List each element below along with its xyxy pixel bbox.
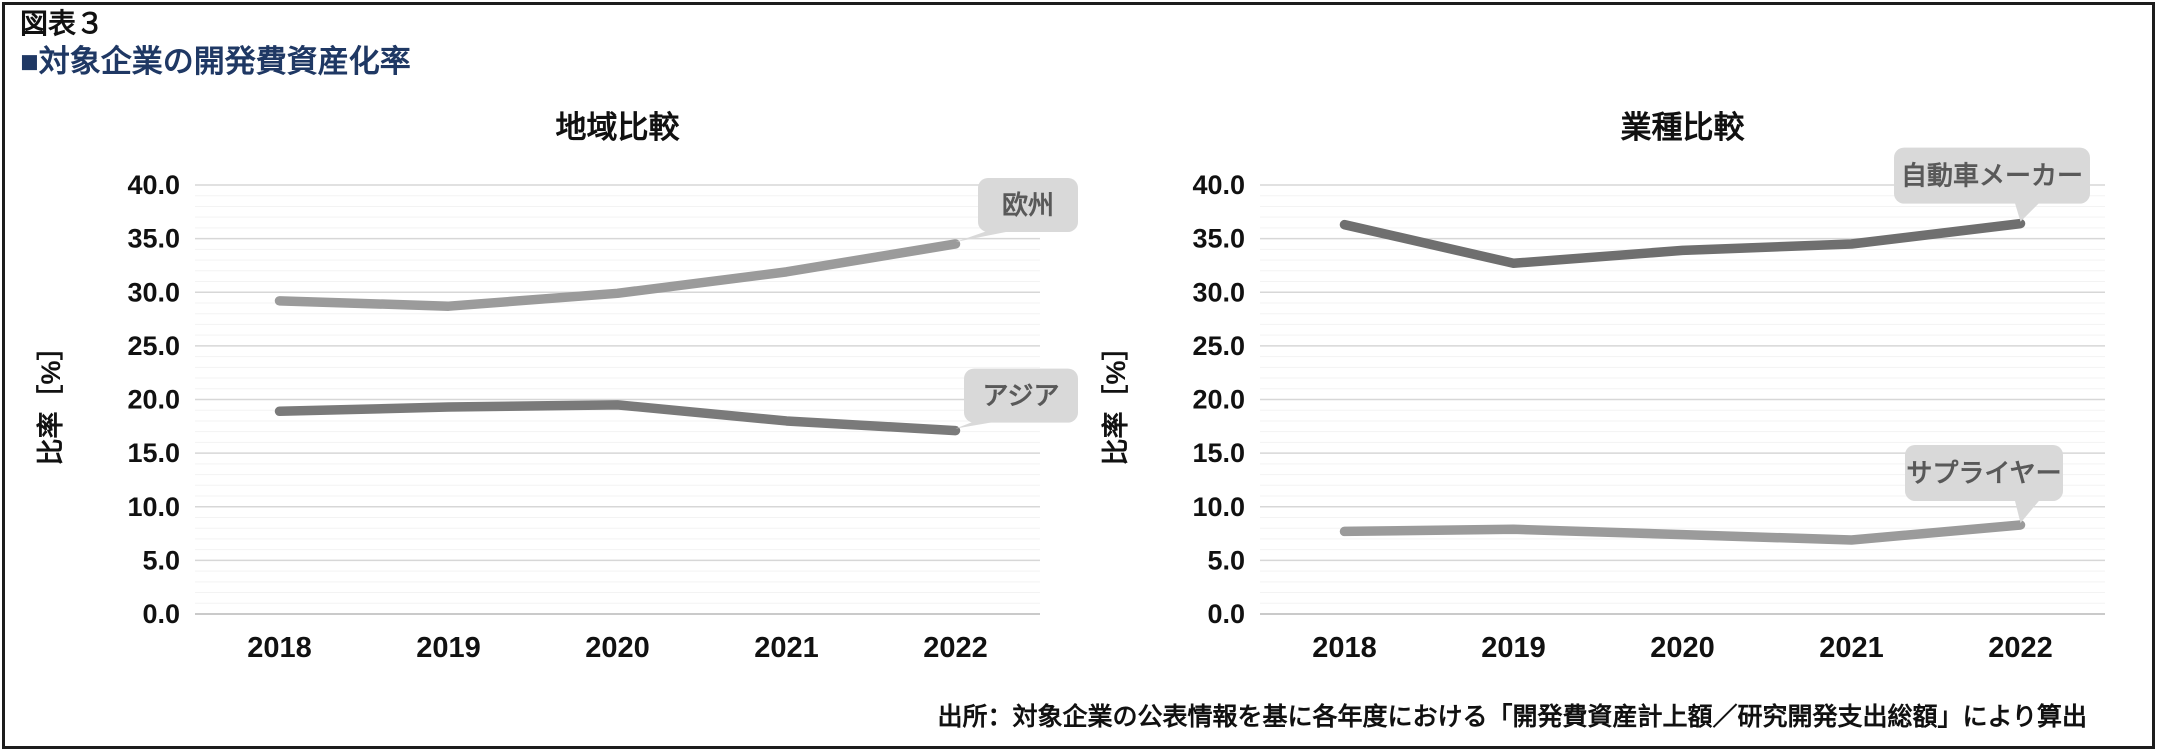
callout-label: アジア	[983, 381, 1060, 411]
figure-title: ■対象企業の開発費資産化率	[20, 44, 411, 80]
callout-tail	[2014, 498, 2041, 523]
series-callout: 自動車メーカー	[1894, 147, 2090, 222]
y-axis-label: 比率［%］	[1100, 333, 1131, 465]
x-tick-label: 2022	[923, 632, 988, 664]
callout-label: サプライヤー	[1906, 458, 2061, 488]
callout-label: 自動車メーカー	[1901, 161, 2083, 191]
y-tick-label: 30.0	[127, 277, 180, 307]
series-callout: 欧州	[955, 177, 1078, 242]
y-tick-label: 40.0	[1192, 170, 1245, 200]
y-tick-label: 15.0	[127, 438, 180, 468]
x-tick-label: 2021	[754, 632, 819, 664]
callout-label: 欧州	[1002, 190, 1054, 220]
x-tick-label: 2021	[1819, 632, 1884, 664]
y-tick-label: 20.0	[1192, 385, 1245, 415]
y-tick-label: 10.0	[127, 492, 180, 522]
y-tick-label: 15.0	[1192, 438, 1245, 468]
figure-label: 図表３	[20, 8, 105, 39]
x-tick-label: 2020	[585, 632, 650, 664]
y-tick-label: 35.0	[1192, 224, 1245, 254]
series-line-1	[1339, 218, 2026, 269]
y-tick-label: 20.0	[127, 385, 180, 415]
x-tick-label: 2019	[1481, 632, 1546, 664]
x-tick-labels: 2018 2019 2020 2021 2022	[247, 632, 988, 664]
series-line-2	[1339, 520, 2026, 545]
y-tick-label: 30.0	[1192, 277, 1245, 307]
callout-box	[978, 177, 1078, 232]
chart-title: 地域比較	[556, 110, 681, 145]
callout-box	[1894, 147, 2090, 204]
y-axis-label: 比率［%］	[35, 333, 66, 465]
y-tick-label: 5.0	[1207, 545, 1245, 575]
y-tick-label: 5.0	[142, 545, 180, 575]
source-note: 出所：対象企業の公表情報を基に各年度における「開発費資産計上額／研究開発支出総額…	[937, 703, 2087, 731]
x-tick-label: 2020	[1650, 632, 1715, 664]
series-callout: アジア	[955, 368, 1078, 429]
y-tick-labels: 0.0 5.0 10.0 15.0 20.0 25.0 30.0 35.0 40.0	[127, 170, 180, 629]
x-tick-label: 2018	[1312, 632, 1377, 664]
y-tick-label: 35.0	[127, 224, 180, 254]
callout-box	[964, 368, 1078, 423]
chart-title: 業種比較	[1621, 110, 1746, 145]
series-line-2	[274, 400, 961, 436]
y-tick-labels: 0.0 5.0 10.0 15.0 20.0 25.0 30.0 35.0 40.0	[1192, 170, 1245, 629]
callout-tail	[955, 229, 1016, 242]
y-tick-label: 10.0	[1192, 492, 1245, 522]
y-tick-label: 25.0	[127, 331, 180, 361]
figure-header: 図表３ ■対象企業の開発費資産化率	[20, 8, 411, 80]
y-tick-label: 0.0	[142, 599, 180, 629]
x-tick-label: 2022	[1988, 632, 2053, 664]
y-tick-label: 25.0	[1192, 331, 1245, 361]
chart-industry-comparison: 0.0 5.0 10.0 15.0 20.0 25.0 30.0 35.0 40.0 2018 20…	[1095, 90, 2157, 690]
y-tick-label: 40.0	[127, 170, 180, 200]
chart-region-comparison: 0.0 5.0 10.0 15.0 20.0 25.0 30.0 35.0 40.0 2018 20…	[30, 90, 1100, 690]
y-tick-label: 0.0	[1207, 599, 1245, 629]
x-tick-label: 2018	[247, 632, 312, 664]
callout-tail	[2014, 201, 2041, 222]
series-callout: サプライヤー	[1905, 444, 2063, 523]
x-tick-label: 2019	[416, 632, 481, 664]
x-tick-labels: 2018 2019 2020 2021 2022	[1312, 632, 2053, 664]
callout-box	[1905, 444, 2063, 501]
series-line-1	[274, 239, 961, 311]
